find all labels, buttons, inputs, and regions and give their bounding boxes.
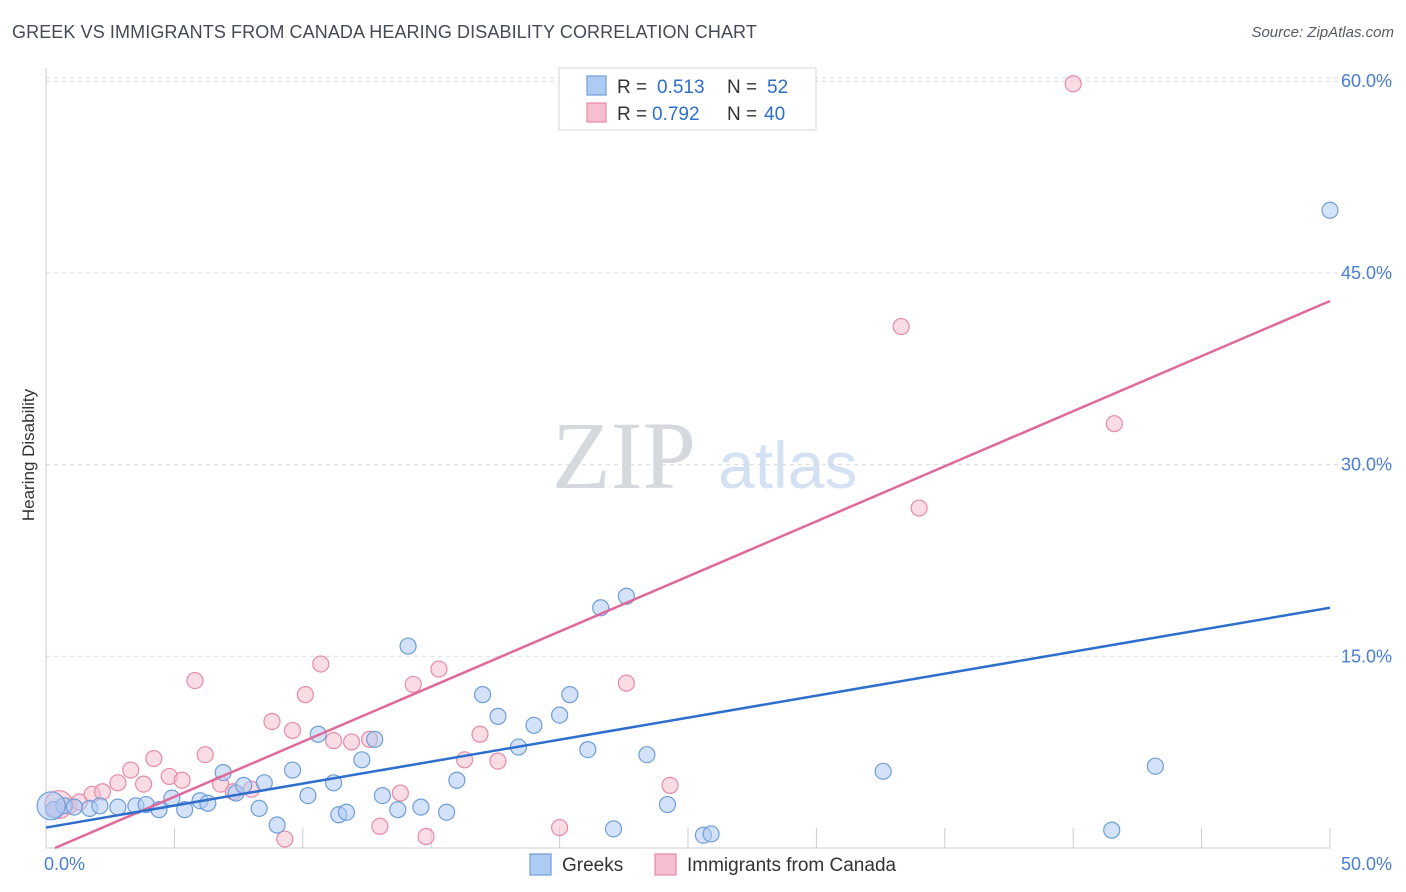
point-canada-17: [276, 830, 294, 848]
tick-labels: 15.0% 30.0% 45.0% 60.0% 0.0% 50.0%: [44, 71, 1392, 874]
gridlines: [46, 77, 1392, 657]
point-canada-31: [489, 752, 507, 770]
point-canada-24: [371, 817, 389, 835]
point-greeks-50: [1321, 201, 1339, 219]
point-greeks-49: [1146, 757, 1164, 775]
trend-lines: [45, 299, 1331, 850]
trend-line-greeks: [45, 606, 1331, 829]
point-canada-35: [892, 317, 910, 336]
legend-n-value-canada: 40: [764, 104, 785, 125]
x-tick-label-1: 50.0%: [1341, 854, 1392, 874]
point-greeks-46: [702, 825, 720, 843]
bottom-legend-label-canada: Immigrants from Canada: [687, 855, 897, 876]
point-greeks-18: [268, 816, 286, 834]
point-canada-26: [404, 675, 422, 694]
y-tick-label-1: 30.0%: [1341, 455, 1392, 475]
legend-r-label-greeks: R =: [617, 77, 647, 98]
point-greeks-43: [638, 746, 656, 764]
point-greeks-44: [658, 795, 677, 814]
trend-line-canada: [54, 299, 1331, 850]
source-label: Source: ZipAtlas.com: [1251, 24, 1394, 41]
bottom-legend-swatch-canada: [654, 853, 677, 876]
point-greeks-30: [412, 798, 430, 816]
legend-n-label-greeks: N =: [727, 77, 757, 98]
legend-r-label-canada: R =: [617, 104, 647, 125]
point-canada-25: [391, 784, 409, 802]
point-greeks-4: [91, 797, 109, 815]
point-canada-16: [263, 712, 281, 731]
point-greeks-33: [473, 686, 492, 704]
point-canada-8: [145, 749, 163, 768]
point-canada-33: [617, 674, 635, 692]
point-greeks-16: [250, 799, 268, 817]
point-greeks-19: [283, 761, 302, 779]
point-canada-36: [910, 499, 928, 517]
point-greeks-31: [438, 803, 456, 821]
point-greeks-47: [874, 762, 892, 780]
point-canada-12: [196, 746, 214, 764]
point-greeks-15: [235, 776, 253, 794]
point-greeks-24: [337, 803, 356, 821]
point-canada-38: [1105, 415, 1123, 433]
point-canada-30: [471, 725, 489, 743]
legend-r-value-canada: 0.792: [652, 104, 700, 125]
point-greeks-32: [448, 771, 466, 789]
point-canada-27: [417, 827, 435, 846]
point-greeks-2: [65, 798, 83, 816]
legend-n-label-canada: N =: [727, 104, 757, 125]
point-canada-11: [186, 671, 204, 690]
point-canada-10: [173, 771, 191, 789]
y-tick-label-0: 15.0%: [1341, 646, 1392, 666]
point-greeks-38: [561, 686, 579, 704]
y-tick-label-2: 45.0%: [1341, 263, 1392, 283]
point-canada-22: [342, 733, 361, 751]
bottom-legend-swatch-greeks: [529, 853, 552, 876]
series-greeks-points: [36, 201, 1339, 844]
point-canada-19: [296, 686, 314, 704]
point-greeks-20: [299, 787, 317, 805]
point-greeks-5: [109, 798, 127, 816]
point-canada-21: [325, 732, 343, 750]
y-axis-label: Hearing Disability: [19, 388, 38, 521]
point-canada-34: [661, 776, 679, 794]
point-canada-32: [550, 818, 569, 837]
point-greeks-34: [489, 707, 507, 725]
point-greeks-27: [373, 787, 392, 805]
point-greeks-41: [604, 820, 623, 838]
point-greeks-29: [399, 637, 417, 655]
point-greeks-48: [1103, 821, 1121, 839]
bottom-legend-label-greeks: Greeks: [562, 855, 623, 876]
point-canada-5: [109, 774, 127, 792]
point-greeks-39: [579, 740, 597, 759]
point-greeks-36: [525, 716, 543, 734]
x-tick-label-0: 0.0%: [44, 854, 85, 874]
legend-swatch-canada: [586, 102, 607, 123]
point-canada-6: [122, 761, 140, 779]
legend-r-value-greeks: 0.513: [657, 77, 705, 98]
point-canada-4: [93, 783, 112, 801]
point-canada-37: [1064, 75, 1082, 93]
point-greeks-28: [389, 801, 407, 819]
point-canada-28: [430, 660, 448, 678]
point-greeks-37: [550, 706, 569, 724]
point-greeks-25: [353, 751, 371, 769]
legend-swatch-greeks: [586, 75, 607, 96]
series-legend: Greeks Immigrants from Canada: [529, 853, 897, 876]
point-canada-18: [283, 721, 302, 740]
y-tick-label-3: 60.0%: [1341, 71, 1392, 91]
watermark-zip: ZIP: [552, 402, 696, 509]
point-greeks-26: [366, 730, 384, 748]
legend-n-value-greeks: 52: [767, 77, 788, 98]
point-canada-7: [134, 775, 153, 793]
chart-title: GREEK VS IMMIGRANTS FROM CANADA HEARING …: [12, 22, 757, 42]
watermark-atlas: atlas: [718, 428, 857, 502]
point-canada-20: [312, 655, 330, 673]
stats-legend: R = 0.513 N = 52 R = 0.792 N = 40: [558, 67, 817, 131]
point-greeks-51: [36, 791, 66, 821]
